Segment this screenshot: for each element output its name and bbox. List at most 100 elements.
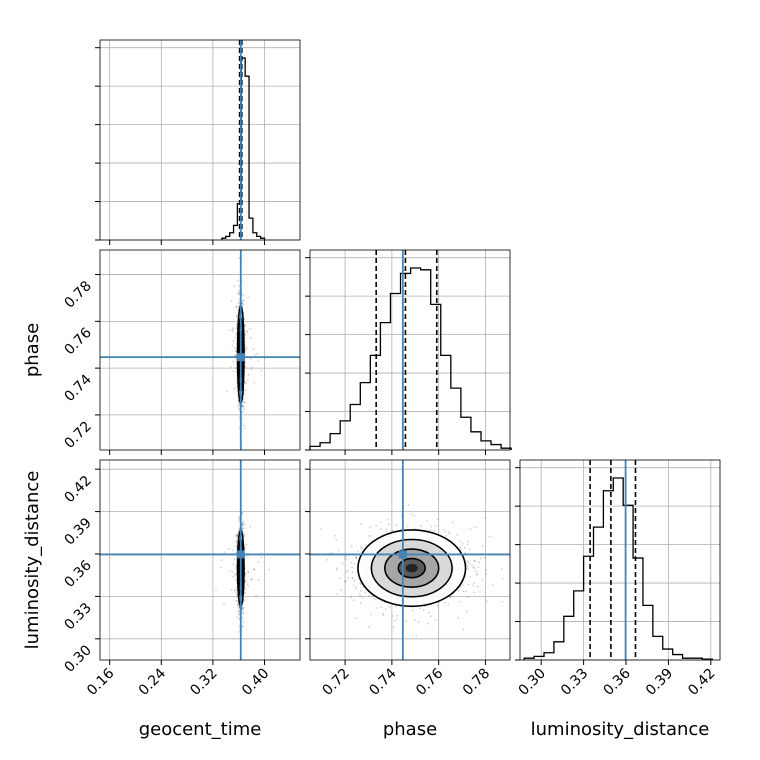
sample-point <box>468 562 471 565</box>
sample-point <box>257 359 260 362</box>
sample-point <box>242 398 245 401</box>
x-tick-label-phase: 0.78 <box>460 666 493 699</box>
sample-point <box>234 534 237 537</box>
sample-point <box>393 619 396 622</box>
sample-point <box>447 603 450 606</box>
y-tick-label-luminosity-distance: 0.42 <box>61 473 94 506</box>
sample-point <box>359 589 362 592</box>
sample-point <box>245 544 248 546</box>
sample-point <box>244 588 246 590</box>
sample-point <box>430 525 433 528</box>
sample-point <box>457 589 460 592</box>
sample-point <box>242 520 245 523</box>
x-tick-label-geocent-time: 0.40 <box>239 666 272 699</box>
sample-point <box>244 324 246 327</box>
sample-point <box>355 556 357 559</box>
sample-point <box>404 620 407 623</box>
x-tick-label-luminosity-distance: 0.36 <box>600 665 633 698</box>
sample-point <box>235 333 238 336</box>
sample-point <box>226 390 228 393</box>
sample-point <box>234 591 237 594</box>
sample-point <box>358 592 361 595</box>
panel-hist-phase-step <box>309 267 512 450</box>
sample-point <box>242 457 244 459</box>
sample-point <box>232 563 235 566</box>
sample-point <box>247 571 250 573</box>
sample-point <box>256 352 259 355</box>
sample-point <box>243 532 245 535</box>
sample-point <box>235 314 238 317</box>
sample-point <box>361 597 364 599</box>
sample-point <box>445 535 448 537</box>
sample-point <box>483 556 486 559</box>
sample-point <box>340 589 343 592</box>
panel-2d-luminosity-distance-vs-geocent-time-background <box>100 460 300 660</box>
sample-point <box>241 302 244 305</box>
x-tick-label-luminosity-distance: 0.42 <box>685 666 718 699</box>
sample-point <box>484 517 487 519</box>
sample-point <box>364 591 367 594</box>
sample-point <box>326 558 329 561</box>
sample-point <box>221 559 223 561</box>
sample-point <box>242 299 245 302</box>
sample-point <box>466 568 469 570</box>
sample-point <box>232 576 235 578</box>
sample-point <box>360 548 363 551</box>
sample-point <box>355 617 358 620</box>
sample-point <box>60 559 62 561</box>
sample-point <box>235 535 238 538</box>
sample-point <box>237 530 240 533</box>
x-axis-label-luminosity-distance: luminosity_distance <box>531 719 710 740</box>
sample-point <box>461 543 464 545</box>
sample-point <box>242 608 245 611</box>
sample-point <box>331 552 333 554</box>
contour-level <box>405 563 418 573</box>
sample-point <box>237 293 240 296</box>
sample-point <box>238 284 241 287</box>
sample-point <box>235 573 238 576</box>
sample-point <box>243 534 245 537</box>
sample-point <box>229 328 231 331</box>
sample-point <box>238 605 240 608</box>
sample-point <box>491 584 494 586</box>
sample-point <box>477 585 479 588</box>
sample-point <box>253 382 256 384</box>
sample-point <box>386 519 389 521</box>
sample-point <box>346 569 349 572</box>
sample-point <box>471 564 474 567</box>
sample-point <box>442 528 445 531</box>
sample-point <box>260 556 263 559</box>
sample-point <box>251 366 253 369</box>
sample-point <box>473 567 476 569</box>
sample-point <box>223 602 225 605</box>
sample-point <box>476 572 479 575</box>
sample-point <box>336 567 338 570</box>
y-axis-label-phase: phase <box>22 323 43 377</box>
sample-point <box>341 562 344 565</box>
sample-point <box>244 348 247 350</box>
sample-point <box>235 568 238 571</box>
sample-point <box>473 582 476 585</box>
sample-point <box>368 595 370 598</box>
sample-point <box>237 403 240 406</box>
sample-point <box>247 585 250 588</box>
sample-point <box>241 616 244 619</box>
sample-point <box>475 570 477 573</box>
sample-point <box>457 616 460 619</box>
sample-point <box>245 346 248 349</box>
sample-point <box>246 583 249 586</box>
sample-point <box>242 299 245 302</box>
sample-point <box>385 531 388 533</box>
sample-point <box>466 543 469 546</box>
sample-point <box>235 588 238 591</box>
sample-point <box>257 579 260 581</box>
sample-point <box>235 544 238 547</box>
sample-point <box>433 529 436 532</box>
sample-point <box>352 599 355 602</box>
sample-point <box>253 568 255 571</box>
sample-point <box>241 513 244 515</box>
sample-point <box>334 534 337 537</box>
sample-point <box>464 546 466 549</box>
sample-point <box>229 366 232 368</box>
y-tick-label-phase: 0.76 <box>61 325 94 358</box>
